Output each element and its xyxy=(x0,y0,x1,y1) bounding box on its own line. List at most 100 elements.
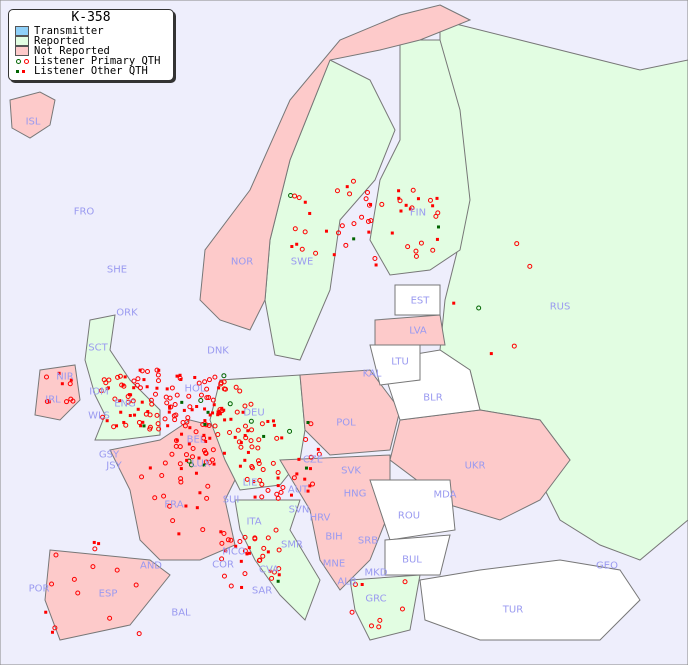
listener-primary-marker xyxy=(313,250,319,256)
listener-primary-marker xyxy=(255,458,261,464)
listener-primary-marker xyxy=(219,540,225,546)
listener-primary-marker xyxy=(204,395,210,401)
country-label-ukr: UKR xyxy=(464,460,486,472)
listener-other-marker xyxy=(128,414,132,418)
listener-primary-marker xyxy=(44,374,50,380)
listener-other-marker xyxy=(268,569,272,573)
listener-other-marker xyxy=(195,405,199,409)
country-label-isl: ISL xyxy=(25,116,41,128)
listener-primary-marker xyxy=(203,459,209,465)
listener-primary-marker xyxy=(70,398,76,404)
listener-primary-marker xyxy=(399,606,405,612)
listener-primary-marker xyxy=(273,527,279,533)
listener-other-marker xyxy=(303,200,307,204)
listener-primary-marker xyxy=(410,187,416,193)
listener-primary-marker xyxy=(212,423,218,429)
listener-primary-marker xyxy=(53,552,59,558)
listener-primary-marker xyxy=(259,481,265,487)
legend-other-qth: Listener Other QTH xyxy=(9,66,173,76)
listener-other-marker xyxy=(295,242,299,246)
region-pol xyxy=(299,369,401,456)
listener-primary-marker xyxy=(221,386,227,392)
listener-other-marker xyxy=(289,493,293,497)
listener-other-marker xyxy=(198,491,202,495)
listener-other-marker xyxy=(399,209,403,213)
listener-primary-marker xyxy=(200,527,206,533)
listener-primary-marker xyxy=(219,556,225,562)
country-label-smr: SMR xyxy=(281,539,303,551)
listener-primary-marker xyxy=(152,391,158,397)
listener-primary-marker xyxy=(242,534,248,540)
country-label-hrv: HRV xyxy=(309,512,331,524)
country-label-grc: GRC xyxy=(365,593,387,605)
listener-primary-marker xyxy=(249,444,255,450)
listener-primary-marker xyxy=(255,445,261,451)
listener-other-marker xyxy=(118,399,122,403)
listener-other-marker xyxy=(217,386,221,390)
listener-primary-marker xyxy=(67,381,73,387)
listener-other-marker xyxy=(223,418,227,422)
country-label-ork: ORK xyxy=(116,307,138,319)
listener-other-marker xyxy=(122,420,126,424)
listener-other-marker xyxy=(332,253,336,257)
listener-primary-marker xyxy=(169,451,175,457)
listener-other-marker xyxy=(240,585,244,589)
listener-primary-marker xyxy=(90,564,96,570)
region-tur xyxy=(419,559,641,641)
listener-primary-marker xyxy=(527,263,533,269)
country-label-rus: RUS xyxy=(549,301,571,313)
listener-other-marker xyxy=(139,424,143,428)
listener-primary-marker xyxy=(155,378,161,384)
listener-primary-marker xyxy=(117,373,123,379)
country-label-swe: SWE xyxy=(290,256,314,268)
listener-primary-marker xyxy=(92,546,98,552)
listener-primary-marker xyxy=(243,435,249,441)
listener-primary-marker xyxy=(237,388,243,394)
listener-primary-marker xyxy=(219,408,225,414)
region-isl xyxy=(9,91,56,139)
listener-other-marker xyxy=(136,407,140,411)
listener-other-marker xyxy=(295,472,299,476)
reported-swatch xyxy=(15,36,29,46)
country-label-mda: MDA xyxy=(433,489,457,501)
listener-other-marker xyxy=(47,400,51,404)
listener-primary-marker xyxy=(228,583,234,589)
listener-other-marker xyxy=(229,417,233,421)
listener-primary-marker xyxy=(71,576,77,582)
listener-other-marker xyxy=(316,447,320,451)
listener-primary-marker xyxy=(206,395,212,401)
listener-primary-marker xyxy=(190,446,196,452)
country-label-iom: IOM xyxy=(89,386,109,398)
listener-primary-marker xyxy=(275,495,281,501)
listener-other-marker xyxy=(435,196,439,200)
listener-primary-marker xyxy=(265,535,271,541)
listener-other-marker xyxy=(280,436,284,440)
listener-other-marker xyxy=(157,368,161,372)
listener-primary-marker xyxy=(52,625,58,631)
listener-primary-marker xyxy=(162,460,168,466)
listener-other-marker xyxy=(167,410,171,414)
listener-primary-marker xyxy=(228,537,234,543)
listener-other-marker xyxy=(253,495,257,499)
listener-other-marker xyxy=(308,484,312,488)
listener-primary-marker xyxy=(185,415,191,421)
listener-primary-marker xyxy=(310,481,316,487)
listener-primary-marker xyxy=(171,413,177,419)
listener-primary-marker xyxy=(238,444,244,450)
listener-primary-marker xyxy=(206,377,212,383)
listener-other-marker xyxy=(208,436,212,440)
listener-primary-marker xyxy=(376,624,382,630)
listener-primary-marker xyxy=(287,428,293,434)
listener-other-marker xyxy=(219,530,223,534)
listener-other-marker xyxy=(206,410,210,414)
listener-primary-marker xyxy=(405,244,411,250)
listener-primary-marker xyxy=(202,379,208,385)
listener-other-marker xyxy=(203,422,207,426)
country-label-sui: SUI xyxy=(222,494,240,506)
country-label-svk: SVK xyxy=(341,465,361,477)
listener-primary-marker xyxy=(103,380,109,386)
country-label-sar: SAR xyxy=(251,585,273,597)
square-marker-icon xyxy=(16,69,34,73)
listener-other-marker xyxy=(243,458,247,462)
country-label-alb: ALB xyxy=(337,576,357,588)
